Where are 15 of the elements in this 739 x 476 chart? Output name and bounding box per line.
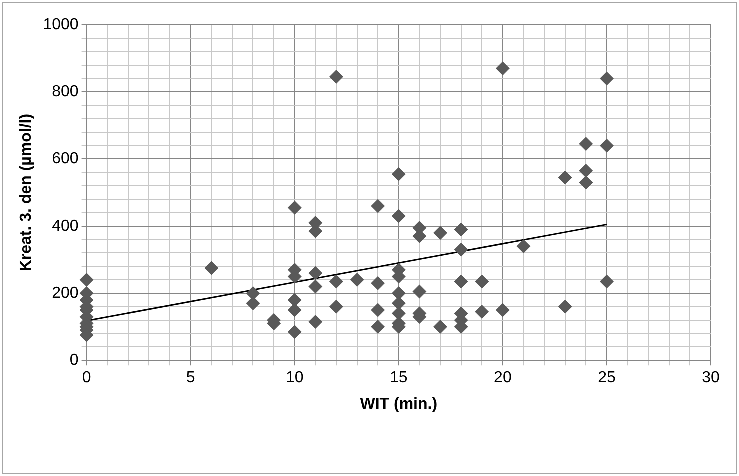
x-tick-label: 30 <box>702 370 720 387</box>
x-tick-label: 15 <box>390 370 408 387</box>
y-tick-label: 600 <box>52 150 79 168</box>
x-tick-label: 20 <box>494 370 512 387</box>
x-tick-label: 25 <box>598 370 616 387</box>
x-tick-label: 5 <box>186 370 196 387</box>
y-tick-label: 400 <box>52 218 79 235</box>
y-axis-title: Kreat. 3. den (µmol/l) <box>18 114 36 272</box>
x-tick-label: 0 <box>82 370 92 387</box>
y-tick-label: 200 <box>52 284 79 302</box>
y-tick-label: 0 <box>70 352 79 370</box>
x-tick-label: 10 <box>286 370 304 387</box>
y-tick-label: 1000 <box>43 16 79 34</box>
x-axis-title: WIT (min.) <box>360 396 438 413</box>
y-tick-label: 800 <box>52 84 79 101</box>
